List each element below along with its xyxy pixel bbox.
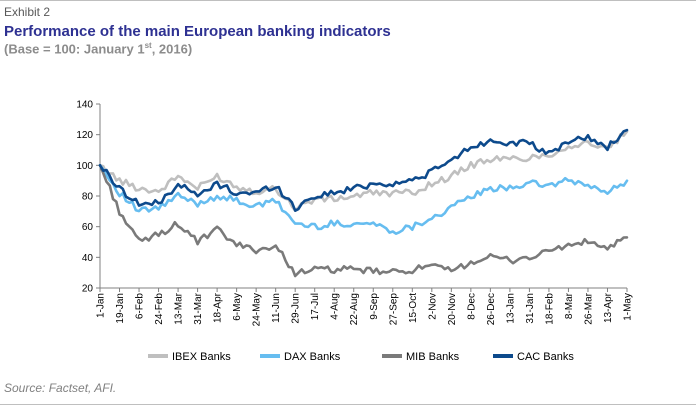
series-line-cac-banks (98, 128, 629, 212)
x-tick-label: 13-Apr (603, 292, 614, 323)
bottom-rule (0, 404, 696, 405)
y-tick-label: 60 (82, 222, 94, 233)
exhibit-label: Exhibit 2 (4, 5, 51, 19)
x-tick-label: 11-Jun (271, 293, 282, 323)
x-tick-label: 17-Jul (310, 293, 321, 320)
x-tick-label: 2-Nov (427, 293, 438, 320)
x-tick-label: 29-Jun (291, 293, 302, 324)
x-tick-label: 26-Dec (486, 293, 497, 325)
x-tick-label: 31-Jan (525, 293, 536, 324)
source-note: Source: Factset, AFI. (4, 381, 117, 395)
chart-title: Performance of the main European banking… (4, 23, 391, 40)
y-tick-label: 100 (76, 161, 93, 172)
x-tick-label: 26-Mar (583, 292, 594, 324)
x-tick-label: 9-Sep (369, 293, 380, 320)
x-tick-label: 4-Aug (330, 293, 341, 320)
x-tick-label: 22-Aug (349, 293, 360, 325)
x-tick-label: 27-Sep (388, 293, 399, 326)
x-tick-label: 1-May (623, 293, 634, 321)
y-tick-label: 120 (76, 130, 93, 141)
series-line-mib-banks (98, 164, 629, 278)
x-tick-label: 18-Feb (544, 293, 555, 325)
x-tick-label: 8-Dec (466, 293, 477, 320)
y-tick-label: 140 (76, 100, 93, 111)
x-tick-label: 31-Mar (193, 292, 204, 324)
x-tick-label: 24-May (252, 293, 263, 326)
legend-label-cac-banks: CAC Banks (517, 351, 574, 363)
y-tick-label: 40 (82, 253, 94, 264)
x-tick-label: 6-May (232, 293, 243, 321)
subtitle-prefix: (Base = 100: January 1 (4, 41, 145, 57)
legend-label-dax-banks: DAX Banks (284, 351, 341, 363)
x-tick-label: 1-Jan (96, 293, 107, 318)
x-tick-label: 13-Jan (505, 293, 516, 324)
legend-label-ibex-banks: IBEX Banks (172, 351, 231, 363)
series-line-ibex-banks (98, 130, 629, 212)
x-tick-label: 8-Mar (564, 292, 575, 319)
legend-label-mib-banks: MIB Banks (406, 351, 460, 363)
x-tick-label: 15-Oct (408, 293, 419, 323)
x-tick-label: 24-Feb (154, 293, 165, 325)
x-tick-label: 13-Mar (174, 292, 185, 324)
chart-subtitle: (Base = 100: January 1st, 2016) (4, 41, 192, 56)
x-tick-label: 6-Feb (135, 293, 146, 320)
x-tick-label: 19-Jan (115, 293, 126, 324)
x-tick-label: 20-Nov (447, 293, 458, 325)
subtitle-superscript: st (144, 41, 152, 50)
x-tick-label: 18-Apr (213, 292, 224, 323)
y-tick-label: 20 (82, 284, 94, 295)
top-rule (0, 0, 696, 1)
y-tick-label: 80 (82, 192, 94, 203)
series-line-dax-banks (98, 164, 629, 235)
subtitle-suffix: , 2016) (151, 41, 193, 57)
